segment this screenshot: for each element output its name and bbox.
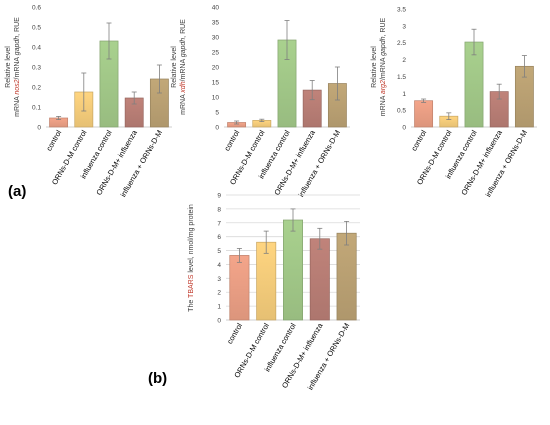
y-tick-label: 2 (217, 290, 221, 297)
y-tick-label: 25 (212, 50, 220, 57)
y-tick-label: 30 (212, 35, 220, 42)
y-tick-label: 3 (402, 23, 406, 30)
svg-text:Relative level: Relative level (371, 46, 378, 88)
y-tick-label: 0 (37, 125, 41, 132)
error-bar (334, 66, 340, 101)
y-tick-label: 7 (217, 220, 221, 227)
y-tick-label: 5 (217, 248, 221, 255)
y-tick-label: 3.5 (397, 7, 406, 14)
category-label: control (409, 128, 428, 152)
svg-text:mRNA nos2/mRNA gapdh, RUE: mRNA nos2/mRNA gapdh, RUE (14, 17, 21, 117)
y-tick-label: 1 (402, 91, 406, 98)
error-bar (446, 112, 452, 120)
y-tick-label: 6 (217, 234, 221, 241)
error-bar (471, 28, 477, 56)
error-bar (106, 22, 112, 60)
y-tick-label: 0.3 (32, 65, 41, 72)
error-bar (236, 248, 242, 263)
panel-label-a: (a) (8, 183, 27, 200)
bar-5 (336, 232, 357, 321)
error-bar (131, 91, 137, 105)
y-tick-label: 8 (217, 206, 221, 213)
error-bar (56, 116, 62, 120)
error-bar (263, 230, 269, 254)
error-bar (156, 64, 162, 94)
svg-text:mRNA arg2/mRNA gapdh, RUE: mRNA arg2/mRNA gapdh, RUE (380, 17, 387, 116)
bar-3 (283, 219, 303, 321)
error-bar (317, 227, 323, 250)
error-bar (344, 220, 350, 246)
y-tick-label: 35 (212, 20, 220, 27)
error-bar (259, 118, 265, 122)
error-bar (234, 120, 240, 125)
y-tick-label: 0 (215, 125, 219, 132)
y-tick-label: 0.4 (32, 45, 41, 52)
y-tick-label: 0.5 (397, 108, 406, 115)
error-bar (309, 80, 315, 101)
bar-1 (414, 100, 434, 128)
y-tick-label: 0.5 (32, 25, 41, 32)
error-bar (496, 83, 502, 100)
svg-text:Relative level: Relative level (5, 46, 12, 88)
category-label: control (222, 128, 241, 152)
y-tick-label: 1 (217, 304, 221, 311)
error-bar (521, 55, 527, 78)
y-tick-label: 15 (212, 80, 220, 87)
y-tick-label: 0.1 (32, 105, 41, 112)
y-tick-label: 3 (217, 276, 221, 283)
y-tick-label: 4 (217, 262, 221, 269)
y-axis-label: The TBARS level, nmol/mg protein (188, 204, 195, 312)
y-tick-label: 0 (402, 125, 406, 132)
bar-1 (229, 255, 250, 321)
y-tick-label: 20 (212, 65, 220, 72)
error-bar (290, 208, 296, 232)
svg-text:mRNA xdh/mRNA gapdh, RUE: mRNA xdh/mRNA gapdh, RUE (180, 19, 187, 115)
category-label: control (225, 321, 244, 345)
error-bar (421, 98, 427, 103)
error-bar (284, 20, 290, 60)
y-tick-label: 1.5 (397, 74, 406, 81)
y-tick-label: 0.6 (32, 5, 41, 12)
y-tick-label: 9 (217, 193, 221, 200)
category-label: control (44, 128, 63, 152)
y-tick-label: 2 (402, 57, 406, 64)
y-tick-label: 0.2 (32, 85, 41, 92)
y-tick-label: 2.5 (397, 40, 406, 47)
error-bar (81, 72, 87, 112)
bar-2 (256, 241, 277, 321)
panel-label-b: (b) (148, 370, 168, 387)
y-tick-label: 5 (215, 110, 219, 117)
y-tick-label: 10 (212, 95, 220, 102)
svg-text:Relative level: Relative level (171, 46, 178, 88)
bar-4 (309, 238, 330, 321)
y-tick-label: 0 (217, 318, 221, 325)
y-tick-label: 40 (212, 5, 220, 12)
svg-text:The TBARS level, nmol/mg prote: The TBARS level, nmol/mg protein (188, 204, 195, 312)
